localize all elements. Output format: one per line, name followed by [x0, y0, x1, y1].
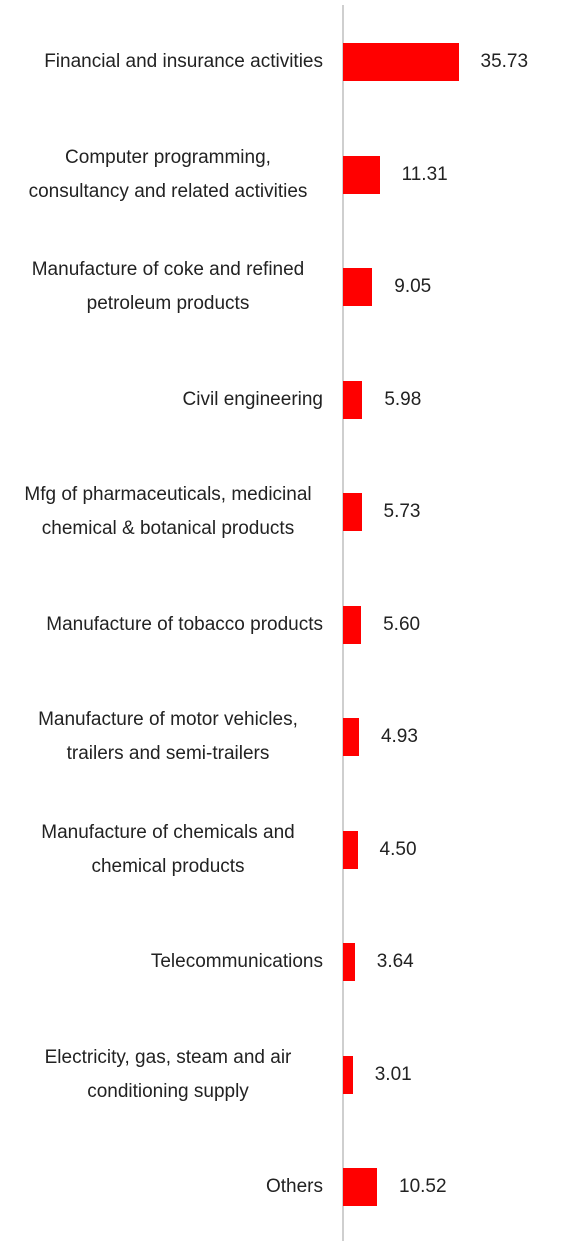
category-text: Others [265, 1176, 323, 1198]
value-label: 3.01 [374, 1063, 412, 1085]
value-label: 4.93 [380, 726, 418, 748]
value-label: 3.64 [376, 951, 414, 973]
value-label: 35.73 [480, 51, 529, 73]
category-label: Civil engineering [13, 344, 323, 457]
value-label: 5.98 [384, 388, 422, 410]
category-text: Financial and insurance activities [44, 51, 323, 73]
bar [343, 380, 363, 419]
bar [343, 830, 358, 869]
value-label: 4.50 [379, 838, 417, 860]
category-text: Manufacture of coke and refined petroleu… [31, 259, 305, 315]
bar [343, 943, 355, 982]
category-label: Manufacture of chemicals and chemical pr… [13, 794, 323, 907]
category-text: Mfg of pharmaceuticals, medicinal chemic… [24, 484, 312, 540]
category-text: Telecommunications [150, 951, 323, 973]
value-label: 5.60 [383, 613, 421, 635]
bar [343, 43, 459, 82]
category-label: Telecommunications [13, 906, 323, 1019]
bar [343, 268, 373, 307]
category-label: Manufacture of coke and refined petroleu… [13, 231, 323, 344]
bar [343, 1168, 377, 1207]
category-text: Manufacture of motor vehicles, trailers … [38, 709, 298, 765]
category-text: Computer programming, consultancy and re… [28, 146, 308, 202]
bar [343, 493, 362, 532]
category-label: Mfg of pharmaceuticals, medicinal chemic… [13, 456, 323, 569]
category-text: Civil engineering [182, 388, 323, 410]
category-label: Computer programming, consultancy and re… [13, 119, 323, 232]
category-label: Electricity, gas, steam and air conditio… [13, 1019, 323, 1132]
category-label: Financial and insurance activities [13, 6, 323, 119]
category-label: Manufacture of motor vehicles, trailers … [13, 681, 323, 794]
bar [343, 1055, 353, 1094]
category-text: Manufacture of tobacco products [46, 613, 323, 635]
bar [343, 605, 362, 644]
value-label: 5.73 [383, 501, 421, 523]
category-text: Manufacture of chemicals and chemical pr… [41, 821, 295, 877]
bar [343, 718, 359, 757]
value-label: 11.31 [401, 163, 448, 185]
bar [343, 155, 380, 194]
value-label: 10.52 [399, 1176, 447, 1198]
category-label: Manufacture of tobacco products [13, 569, 323, 682]
category-label: Others [13, 1131, 323, 1244]
category-text: Electricity, gas, steam and air conditio… [44, 1046, 292, 1102]
value-label: 9.05 [394, 276, 432, 298]
